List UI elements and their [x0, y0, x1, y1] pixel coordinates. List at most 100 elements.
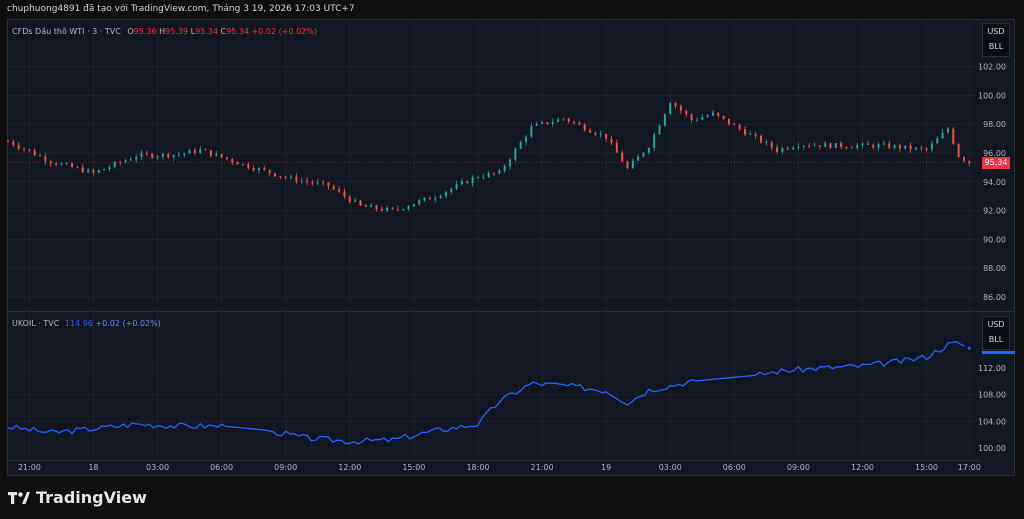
- candle-body: [386, 207, 389, 211]
- ohlc-l-label: L: [190, 27, 196, 36]
- candle-body: [220, 153, 223, 158]
- candle-body: [898, 145, 901, 149]
- x-tick-label: 09:00: [787, 463, 810, 472]
- candle-body: [306, 180, 309, 182]
- pane1-unit-measure: BLL: [988, 42, 1004, 51]
- candle-body: [781, 148, 784, 152]
- candle-body: [936, 138, 939, 144]
- candle-body: [322, 182, 325, 184]
- candle-body: [471, 177, 474, 184]
- candle-body: [247, 163, 250, 169]
- candle-body: [177, 154, 180, 156]
- candle-body: [300, 180, 303, 182]
- pane1-unit-box[interactable]: USD BLL: [982, 23, 1010, 57]
- x-tick-label: 17:00: [958, 463, 981, 472]
- candle-body: [573, 121, 576, 123]
- ohlc-open: 95.36: [133, 27, 157, 36]
- tradingview-logo[interactable]: TradingView: [8, 488, 147, 507]
- pane2-unit-currency: USD: [987, 320, 1005, 329]
- candle-body: [167, 153, 170, 158]
- x-tick-label: 18: [88, 463, 98, 472]
- candle-body: [760, 135, 763, 143]
- candle-body: [925, 148, 928, 150]
- pane2-y-tick-label: 108.00: [978, 391, 1006, 400]
- candle-body: [626, 161, 629, 169]
- pane2-y-tick-label: 112.00: [978, 364, 1006, 373]
- candle-body: [375, 205, 378, 209]
- ohlc-c-label: C: [220, 27, 227, 36]
- candle-body: [274, 173, 277, 177]
- candle-body: [674, 103, 677, 107]
- x-tick-label: 12:00: [338, 463, 361, 472]
- candle-body: [920, 147, 923, 149]
- candle-body: [215, 153, 218, 156]
- candle-body: [653, 134, 656, 148]
- candle-body: [882, 143, 885, 145]
- candle-body: [193, 150, 196, 153]
- candle-body: [941, 132, 944, 139]
- pane1-y-tick-label: 92.00: [983, 207, 1006, 216]
- candle-body: [407, 206, 410, 210]
- pane1-y-tick-label: 88.00: [983, 264, 1006, 273]
- candle-body: [856, 145, 859, 148]
- candle-body: [770, 142, 773, 148]
- candle-body: [135, 156, 138, 160]
- candle-body: [241, 163, 244, 165]
- candle-body: [396, 208, 399, 210]
- candle-body: [97, 170, 100, 173]
- candle-body: [904, 145, 907, 149]
- candle-body: [76, 167, 79, 168]
- candle-body: [706, 115, 709, 118]
- candle-body: [631, 160, 634, 169]
- candle-body: [188, 150, 191, 154]
- candle-body: [744, 129, 747, 135]
- candle-body: [829, 143, 832, 148]
- candle-body: [338, 189, 341, 192]
- x-tick-label: 21:00: [18, 463, 41, 472]
- pane2-unit-box[interactable]: USD BLL: [982, 316, 1010, 350]
- candle-body: [642, 152, 645, 157]
- candle-body: [695, 119, 698, 121]
- candle-body: [546, 122, 549, 124]
- candle-body: [354, 200, 357, 202]
- ukoil-last-point: [967, 346, 971, 350]
- candle-body: [824, 143, 827, 147]
- candle-body: [765, 142, 768, 143]
- pane2-y-tick-label: 104.00: [978, 417, 1006, 426]
- candle-body: [423, 197, 426, 201]
- candle-body: [605, 133, 608, 139]
- candle-body: [151, 154, 154, 158]
- candle-body: [145, 153, 148, 155]
- pane2-last-price-marker: [982, 351, 1015, 354]
- candle-body: [562, 118, 565, 120]
- candle-body: [466, 181, 469, 184]
- candle-body: [39, 155, 42, 157]
- candle-body: [23, 148, 26, 150]
- candle-body: [541, 122, 544, 124]
- candle-body: [44, 156, 47, 162]
- candle-body: [119, 162, 122, 163]
- candle-body: [295, 176, 298, 182]
- pane2-change: +0.02 (+0.02%): [95, 319, 161, 328]
- candle-body: [290, 176, 293, 178]
- candle-body: [551, 122, 554, 124]
- candle-body: [535, 123, 538, 126]
- candle-body: [204, 149, 207, 151]
- candle-body: [327, 182, 330, 187]
- candle-body: [7, 141, 9, 143]
- pane2-legend: UKOIL · TVC 114.96 +0.02 (+0.02%): [12, 319, 161, 328]
- candle-body: [738, 124, 741, 130]
- candle-body: [583, 124, 586, 131]
- candle-body: [557, 119, 560, 123]
- x-tick-label: 06:00: [210, 463, 233, 472]
- candle-body: [140, 153, 143, 157]
- candle-body: [172, 154, 175, 158]
- candle-body: [92, 169, 95, 173]
- candle-body: [621, 152, 624, 162]
- candle-body: [786, 148, 789, 150]
- candle-body: [124, 160, 127, 163]
- candle-body: [87, 169, 90, 173]
- candle-body: [749, 134, 752, 135]
- candle-body: [637, 156, 640, 161]
